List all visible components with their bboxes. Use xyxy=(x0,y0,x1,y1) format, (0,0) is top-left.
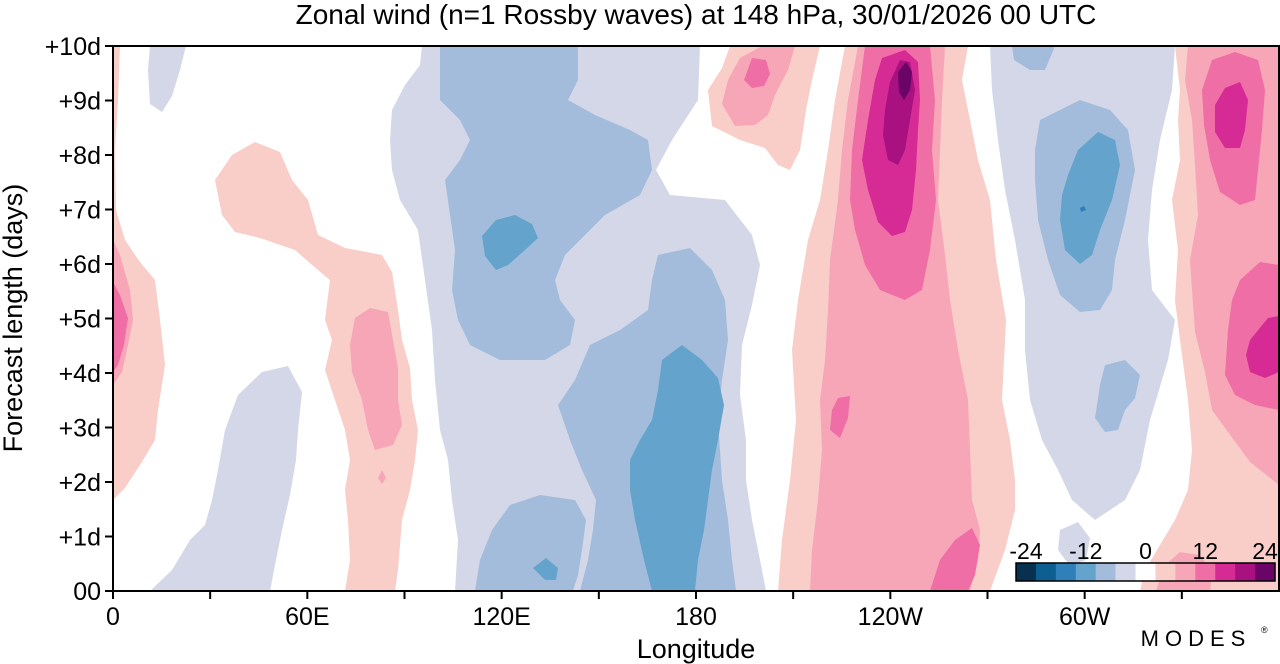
colorbar-swatch xyxy=(1016,563,1037,581)
x-tick-label: 120W xyxy=(858,603,924,631)
colorbar-tick-label: 0 xyxy=(1139,538,1152,564)
x-axis-label: Longitude xyxy=(637,634,756,664)
colorbar-tick-label: 24 xyxy=(1252,538,1278,564)
x-tick-label: 60W xyxy=(1059,603,1111,631)
x-tick-label: 180 xyxy=(675,603,717,631)
y-tick-label: +6d xyxy=(59,251,101,279)
colorbar-tick-label: -24 xyxy=(1009,538,1042,564)
colorbar-tick-label: 12 xyxy=(1192,538,1218,564)
modes-watermark: MODES xyxy=(1141,626,1252,651)
contour-neg8-blue-right-small xyxy=(1095,360,1140,432)
contour-pos12-magenta-top-center xyxy=(744,58,770,88)
colorbar-swatch xyxy=(1115,563,1136,581)
contour-pos12-magenta-small xyxy=(830,396,850,438)
contour-pos16-deep-magenta-right xyxy=(1215,82,1248,148)
colorbar-swatch xyxy=(1255,563,1276,581)
y-tick-label: +5d xyxy=(59,306,101,334)
contour-neg4-lavender-left xyxy=(150,366,302,591)
y-tick-label: +4d xyxy=(59,360,101,388)
colorbar-swatch xyxy=(1035,563,1057,581)
x-tick-label: 120E xyxy=(472,603,530,631)
colorbar-swatch xyxy=(1215,563,1236,581)
contour-pos12-magenta-left xyxy=(113,282,128,372)
contour-neg12-blue-right xyxy=(1060,132,1120,264)
y-tick-label: 00 xyxy=(73,578,101,606)
y-tick-label: +1d xyxy=(59,524,101,552)
contour-field xyxy=(113,46,1279,591)
y-tick-label: +10d xyxy=(45,33,101,61)
contour-pos12-magenta-bottom xyxy=(930,528,980,591)
contour-pos16-deep-magenta-right-lower xyxy=(1246,316,1279,378)
contour-neg12-blue-dateline xyxy=(630,345,724,591)
colorbar-swatch xyxy=(1075,563,1096,581)
contour-pos4-pink-left-edge xyxy=(113,46,165,500)
colorbar-tick-label: -12 xyxy=(1069,538,1102,564)
colorbar-frame xyxy=(1015,562,1276,582)
colorbar-swatch xyxy=(1175,563,1196,581)
contour-neg4-lavender-top-left xyxy=(148,46,186,112)
contour-pos4-pink-indian-ocean xyxy=(215,142,418,591)
contour-neg12-blue-west-pacific xyxy=(482,215,538,270)
colorbar-swatch xyxy=(1135,563,1156,581)
colorbar-swatch xyxy=(1155,563,1176,581)
y-tick-label: +3d xyxy=(59,415,101,443)
colorbar-swatch xyxy=(1235,563,1256,581)
x-tick-label: 60E xyxy=(285,603,329,631)
colorbar-swatch xyxy=(1055,563,1077,581)
colorbar-swatch xyxy=(1095,563,1116,581)
y-tick-label: +7d xyxy=(59,197,101,225)
contour-neg8-blue-central xyxy=(440,46,652,360)
chart-title: Zonal wind (n=1 Rossby waves) at 148 hPa… xyxy=(296,0,1097,30)
contour-neg4-lavender-bottom-right xyxy=(1058,522,1090,566)
contour-pos24-dark-purple-peak xyxy=(898,62,912,100)
registered-mark: ® xyxy=(1261,625,1268,635)
colorbar-swatch xyxy=(1195,563,1216,581)
x-axis: 0 60E 120E 180 120W 60W xyxy=(106,591,1183,631)
colorbar-legend: -24 -12 0 12 24 xyxy=(1009,538,1278,582)
contour-neg8-blue-bottom xyxy=(475,495,586,591)
x-tick-label: 0 xyxy=(106,603,120,631)
contour-neg12-blue-small-bottom xyxy=(533,558,558,580)
y-axis-label: Forecast length (days) xyxy=(0,184,28,453)
y-axis: 00 +1d +2d +3d +4d +5d +6d +7d +8d +9d +10d xyxy=(45,33,113,606)
contour-neg16-dot xyxy=(1080,206,1086,212)
contour-pos8-pink-spot xyxy=(378,470,386,484)
y-tick-label: +2d xyxy=(59,469,101,497)
contour-pos8-pink-indian-ocean xyxy=(350,308,402,450)
y-tick-label: +8d xyxy=(59,142,101,170)
y-tick-label: +9d xyxy=(59,88,101,116)
